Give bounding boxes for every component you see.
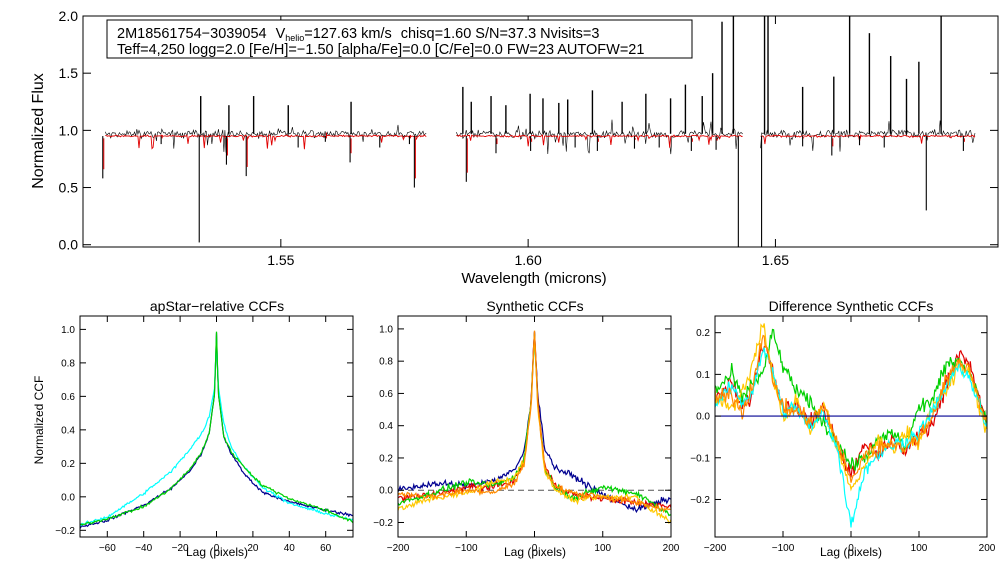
x-tick-label: 60	[320, 543, 332, 554]
y-tick-label: 0.0	[61, 492, 75, 503]
apstar-ccf-panel: apStar−relative CCFs −60 −40 −20 0 20 40 60 −0.…	[32, 298, 354, 559]
x-tick-label: 1.55	[267, 252, 294, 268]
velocity-subscript: helio	[285, 33, 304, 43]
series-template-orange	[397, 330, 672, 514]
y-tick-label: 1.0	[61, 325, 75, 336]
model-spectrum-chip	[105, 134, 427, 150]
x-tick-label: −100	[455, 543, 478, 554]
y-tick-label: −0.2	[373, 518, 393, 529]
y-tick-label: 0.0	[59, 237, 79, 253]
y-tick-label: 1.5	[59, 65, 79, 81]
x-tick-label: −200	[387, 543, 410, 554]
y-tick-label: 0.8	[61, 358, 75, 369]
y-tick-label: 0.4	[61, 425, 75, 436]
x-tick-label: 1.65	[762, 252, 789, 268]
observed-spectrum-chip	[105, 124, 427, 153]
y-tick-label: 0.2	[379, 453, 393, 464]
series-diff-cyan	[714, 347, 988, 528]
apstar-ccf-title: apStar−relative CCFs	[150, 298, 284, 314]
synthetic-ccf-title: Synthetic CCFs	[486, 298, 583, 314]
x-tick-label: 100	[594, 543, 611, 554]
x-tick-label: 200	[979, 543, 996, 554]
y-tick-label: 0.8	[379, 357, 393, 368]
y-tick-label: 0.6	[379, 389, 393, 400]
difference-ccf-panel: Difference Synthetic CCFs −200 −100 0 100 20…	[690, 298, 996, 559]
y-tick-label: 0.5	[59, 179, 79, 195]
difference-x-axis-label: Lag (pixels)	[820, 545, 882, 559]
y-tick-label: 0.2	[696, 328, 710, 339]
x-tick-label: −200	[704, 543, 727, 554]
model-spectrum-chip	[456, 134, 743, 148]
spectrum-panel: 1.55 1.60 1.65 0.0 0.5 1.0 1.5 2.0 Normalized F…	[30, 8, 999, 287]
series-diff-orange	[714, 334, 988, 483]
y-tick-label: −0.2	[55, 526, 75, 537]
spectrum-y-axis-label: Normalized Flux	[30, 73, 47, 189]
fit-stats: chisq=1.60 S/N=37.3 Nvisits=3	[401, 26, 600, 42]
x-tick-label: 100	[911, 543, 928, 554]
synthetic-ccf-panel: Synthetic CCFs −200 −100 0 100 200 −0.2 0.0 0.2…	[373, 298, 680, 559]
spectrum-plot-frame	[82, 15, 999, 248]
velocity-value: =127.63 km/s	[304, 26, 391, 42]
x-tick-label: 20	[247, 543, 259, 554]
y-tick-label: 1.0	[379, 324, 393, 335]
x-tick-label: −60	[99, 543, 116, 554]
observed-spectrum-chip	[760, 120, 976, 152]
y-tick-label: 2.0	[59, 8, 79, 24]
annotation-line-1: 2M18561754−3039054 Vhelio=127.63 km/s chis…	[117, 26, 599, 43]
y-tick-label: −0.1	[690, 453, 710, 464]
model-spectrum-chip	[760, 134, 976, 145]
y-tick-label: 0.1	[696, 370, 710, 381]
x-tick-label: −20	[172, 543, 189, 554]
spectrum-annotation-box: 2M18561754−3039054 Vhelio=127.63 km/s chis…	[106, 19, 693, 59]
y-tick-label: 0.4	[379, 421, 393, 432]
spectrum-x-axis-label: Wavelength (microns)	[461, 270, 606, 287]
object-id: 2M18561754−3039054	[117, 26, 267, 42]
x-tick-label: −40	[135, 543, 152, 554]
x-tick-label: 0	[848, 543, 854, 554]
y-tick-label: 0.2	[61, 459, 75, 470]
y-tick-label: 0.6	[61, 392, 75, 403]
apstar-y-axis-label: Normalized CCF	[32, 376, 46, 465]
x-tick-label: 1.60	[515, 252, 542, 268]
annotation-frame	[106, 19, 693, 59]
annotation-line-2: Teff=4,250 logg=2.0 [Fe/H]=−1.50 [alpha/…	[117, 42, 644, 58]
x-tick-label: 0	[532, 543, 538, 554]
synthetic-x-axis-label: Lag (pixels)	[504, 545, 566, 559]
series-diff-green	[714, 328, 988, 471]
difference-ccf-title: Difference Synthetic CCFs	[769, 298, 934, 314]
x-tick-label: 200	[663, 543, 680, 554]
velocity-label: V	[276, 26, 286, 42]
y-tick-label: −0.2	[690, 495, 710, 506]
y-tick-label: 0.0	[379, 486, 393, 497]
x-tick-label: 0	[214, 543, 220, 554]
x-tick-label: −100	[772, 543, 795, 554]
x-tick-label: 40	[284, 543, 296, 554]
apstar-x-axis-label: Lag (pixels)	[186, 545, 248, 559]
y-tick-label: 0.0	[696, 412, 710, 423]
y-tick-label: 1.0	[59, 122, 79, 138]
series-visit-3	[79, 331, 354, 526]
